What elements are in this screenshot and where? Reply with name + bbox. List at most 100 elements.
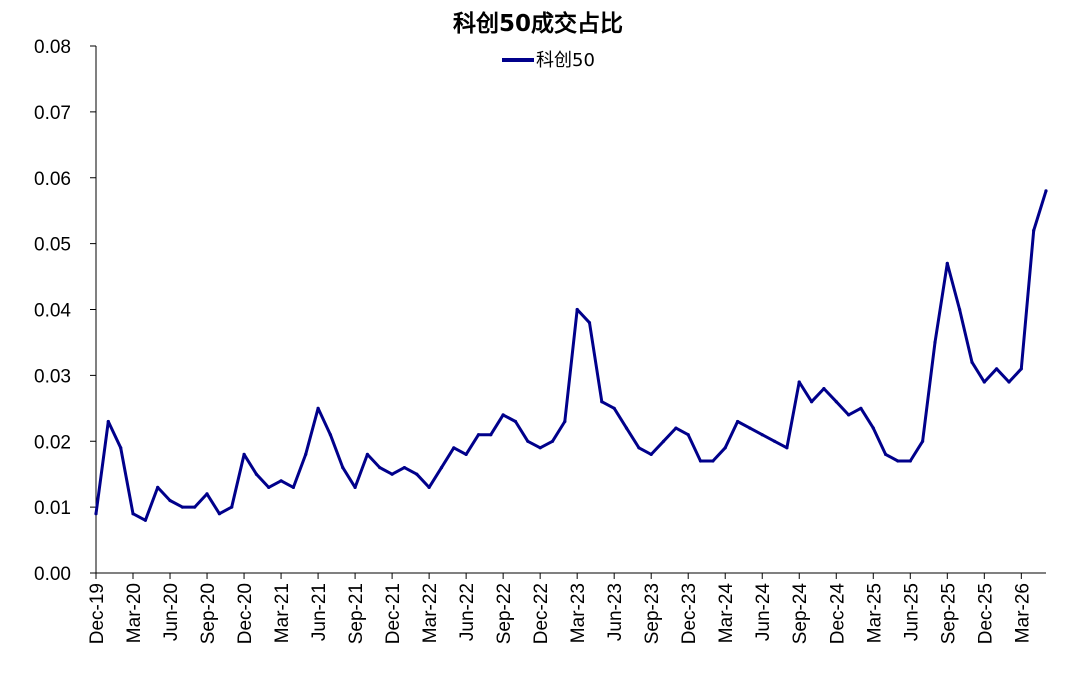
- data-point: [1019, 367, 1023, 371]
- data-point: [847, 413, 851, 417]
- data-point: [328, 433, 332, 437]
- data-point: [279, 479, 283, 483]
- x-tick-label: Dec-20: [235, 583, 256, 644]
- data-point: [686, 433, 690, 437]
- y-tick-label: 0.04: [34, 301, 71, 322]
- y-axis: 0.00 0.01 0.02 0.03 0.04 0.05 0.06 0.07 0.08: [34, 37, 97, 585]
- data-point: [156, 485, 160, 489]
- data-point: [217, 512, 221, 516]
- data-point: [970, 360, 974, 364]
- x-tick-label: Jun-24: [753, 583, 774, 642]
- x-tick-label: Jun-25: [901, 583, 922, 641]
- data-point: [168, 498, 172, 503]
- y-tick-label: 0.05: [34, 235, 71, 256]
- data-point: [452, 446, 456, 450]
- x-tick-label: Sep-23: [642, 583, 663, 644]
- data-point: [378, 466, 382, 470]
- data-point: [624, 426, 629, 430]
- data-point: [390, 472, 394, 476]
- data-point: [476, 433, 481, 437]
- data-point: [797, 380, 801, 384]
- data-point: [341, 466, 345, 470]
- x-tick-label: Sep-21: [346, 583, 367, 644]
- x-tick-label: Dec-23: [679, 583, 700, 644]
- data-point: [180, 505, 184, 509]
- data-point: [834, 400, 838, 404]
- y-tick-label: 0.07: [34, 103, 71, 124]
- data-point: [501, 413, 505, 417]
- data-point: [353, 485, 357, 489]
- x-tick-label: Dec-21: [383, 583, 404, 644]
- data-point: [254, 472, 258, 476]
- x-tick-label: Mar-21: [272, 583, 293, 643]
- data-point: [304, 452, 308, 456]
- legend-label: 科创50: [536, 50, 595, 71]
- data-point: [1032, 228, 1036, 233]
- series-line-0: [94, 190, 1048, 522]
- x-tick-label: Jun-23: [605, 583, 626, 641]
- data-point: [131, 512, 135, 516]
- data-point: [242, 452, 246, 456]
- data-point: [612, 406, 616, 410]
- plot-area: [94, 189, 1048, 522]
- data-point: [711, 459, 715, 463]
- data-point: [205, 492, 209, 496]
- data-point: [933, 340, 937, 344]
- data-point: [464, 452, 468, 456]
- data-point: [982, 380, 986, 384]
- data-point: [365, 452, 369, 456]
- x-tick-label: Mar-22: [420, 583, 441, 643]
- data-point: [760, 433, 764, 437]
- data-point: [884, 452, 888, 456]
- x-tick-label: Mar-23: [568, 583, 589, 643]
- data-point: [736, 419, 740, 424]
- chart-title: 科创50成交占比: [453, 10, 623, 37]
- data-point: [267, 485, 271, 489]
- data-point: [859, 406, 863, 410]
- x-tick-label: Mar-25: [864, 583, 885, 643]
- x-tick-label: Mar-20: [124, 583, 145, 643]
- data-point: [193, 505, 197, 509]
- data-point: [415, 472, 419, 476]
- data-point: [637, 446, 641, 450]
- data-point: [698, 459, 703, 463]
- data-point: [230, 505, 234, 509]
- data-point: [600, 400, 604, 404]
- x-tick-label: Mar-26: [1012, 583, 1033, 643]
- data-point: [674, 426, 678, 430]
- x-tick-label: Dec-25: [975, 583, 996, 644]
- y-tick-label: 0.02: [34, 432, 71, 453]
- data-point: [550, 439, 555, 443]
- x-tick-label: Sep-22: [494, 583, 515, 644]
- y-tick-label: 0.06: [34, 169, 71, 190]
- data-point: [489, 433, 493, 437]
- y-tick-label: 0.08: [34, 37, 71, 58]
- data-point: [661, 439, 666, 443]
- data-point: [649, 452, 653, 456]
- x-axis: Dec-19 Mar-20 Jun-20 Sep-20 Dec-20 Mar-21 Jun-…: [87, 572, 1046, 644]
- x-tick-label: Jun-22: [457, 583, 478, 641]
- data-point: [945, 261, 949, 265]
- data-point: [119, 446, 123, 450]
- data-point: [958, 307, 962, 312]
- data-point: [785, 446, 789, 450]
- data-point: [316, 406, 320, 410]
- x-tick-label: Jun-20: [161, 583, 182, 641]
- data-point: [921, 439, 925, 443]
- data-point: [723, 446, 727, 450]
- data-point: [538, 446, 542, 450]
- data-point: [526, 439, 530, 443]
- x-tick-label: Sep-20: [198, 583, 219, 644]
- x-tick-label: Jun-21: [309, 583, 330, 641]
- data-point: [908, 459, 912, 463]
- data-point: [513, 419, 518, 424]
- data-point: [773, 439, 777, 443]
- data-point: [587, 321, 592, 325]
- data-point: [402, 466, 406, 470]
- data-point: [563, 419, 567, 424]
- data-point: [427, 485, 431, 489]
- data-point: [995, 367, 999, 371]
- legend: 科创50: [502, 50, 595, 71]
- data-point: [896, 459, 900, 463]
